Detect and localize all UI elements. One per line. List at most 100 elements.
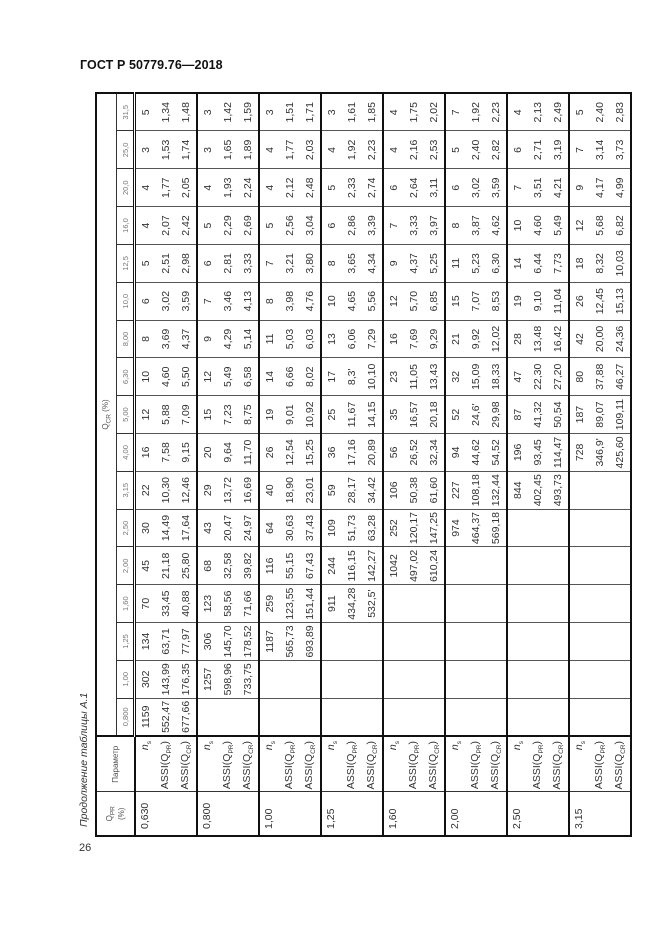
table-cell: 1,92 — [342, 131, 362, 169]
table-cell: 434,28 — [342, 584, 362, 623]
table-cell: 10 — [321, 282, 342, 321]
table-cell — [507, 660, 528, 699]
qcr-header-q: Q — [100, 423, 110, 430]
table-cell — [445, 546, 466, 585]
parameter-label-sub: CR — [372, 744, 380, 754]
table-cell: 2,64 — [404, 168, 424, 207]
table-cell: 569,18 — [486, 509, 507, 547]
table-cell: 187 — [569, 395, 590, 434]
table-cell: 24,36 — [610, 320, 631, 358]
table-cell: 93,45 — [528, 433, 548, 472]
table-row: 3,15 ns 728 187 80 42 26 18 12 9 7 5 — [569, 93, 631, 836]
table-cell: 2,42 — [176, 206, 197, 245]
table-cell — [507, 584, 528, 623]
parameter-label-sub: PR — [600, 744, 608, 754]
table-row: ASSI(QCR) 425,60 109,11 46,27 24,36 15,13 10,0… — [610, 93, 631, 836]
table-cell: 20,47 — [218, 509, 238, 547]
table-cell: 2,33 — [342, 168, 362, 207]
table-cell: 6,82 — [610, 206, 631, 245]
table-cell: 7,29 — [362, 320, 383, 358]
table-cell: 728 — [569, 433, 590, 472]
table-cell: 5 — [445, 131, 466, 169]
table-cell: 77,97 — [176, 622, 197, 661]
table-cell: 27,20 — [548, 357, 569, 396]
table-cell: 20,89 — [362, 433, 383, 472]
table-cell — [569, 509, 590, 547]
parameter-label-sub: CR — [248, 744, 256, 754]
document-header: ГОСТ Р 50779.76—2018 — [80, 58, 223, 72]
table-cell: 23,01 — [300, 471, 321, 510]
table-cell: 45 — [134, 546, 156, 585]
table-cell: 346,9' — [590, 433, 610, 472]
table-cell: 974 — [445, 509, 466, 547]
table-cell: 9,15 — [176, 433, 197, 472]
table-cell: 733,75 — [238, 660, 259, 699]
parameter-label-main: ASSI(Q — [344, 753, 357, 790]
table-cell — [321, 660, 342, 699]
table-cell: 15,25 — [300, 433, 321, 472]
table-cell: 68 — [197, 546, 218, 585]
parameter-label-close: ) — [612, 741, 625, 745]
table-cell: 9,01 — [280, 395, 300, 434]
table-cell: 58,56 — [218, 584, 238, 623]
table-cell: 6,58 — [238, 357, 259, 396]
table-cell: 2,12 — [280, 168, 300, 207]
table-cell: 302 — [134, 660, 156, 699]
qcr-column-header: 2,50 — [116, 509, 135, 547]
table-cell — [507, 509, 528, 547]
table-cell: 4 — [383, 93, 404, 131]
table-cell: 132,44 — [486, 471, 507, 510]
parameter-label-close: ) — [468, 741, 481, 745]
table-row: ASSI(QPR) 552,47 143,99 63,71 33,45 21,18 14,4… — [156, 93, 176, 836]
parameter-label: ASSI(QPR) — [466, 736, 486, 792]
table-cell: 5 — [134, 93, 156, 131]
parameter-label-sub: PR — [228, 744, 236, 754]
table-cell: 16 — [134, 433, 156, 472]
table-cell: 26 — [259, 433, 280, 472]
parameter-label-main: ASSI(Q — [488, 753, 501, 790]
qpr-header-q: Q — [104, 815, 114, 822]
table-cell: 7,73 — [548, 244, 569, 283]
table-cell: 2,03 — [300, 131, 321, 169]
table-cell: 11,70 — [238, 433, 259, 472]
header-row: QPR (%) Параметр QCR (%) — [96, 93, 135, 836]
table-cell: 123,55 — [280, 584, 300, 623]
table-cell — [383, 584, 404, 623]
qcr-column-header: 3,15 — [116, 471, 135, 510]
table-cell — [507, 546, 528, 585]
table-row: ASSI(QPR) 565,73 123,55 55,15 30,63 18,90 12,5… — [280, 93, 300, 836]
parameter-label-main: ASSI(Q — [158, 753, 171, 790]
table-cell: 13,48 — [528, 320, 548, 358]
table-cell: 2,69 — [238, 206, 259, 245]
table-cell: 47 — [507, 357, 528, 396]
table-cell: 4,29 — [218, 320, 238, 358]
table-cell: 142,27 — [362, 546, 383, 585]
parameter-label-sub: PR — [352, 744, 360, 754]
table-cell: 134 — [134, 622, 156, 661]
table-cell: 176,35 — [176, 660, 197, 699]
parameter-label-sub: s — [208, 741, 216, 745]
table-cell: 24,97 — [238, 509, 259, 547]
table-cell: 32,34 — [424, 433, 445, 472]
parameter-label: ASSI(QPR) — [280, 736, 300, 792]
table-cell: 911 — [321, 584, 342, 623]
table-cell: 2,53 — [424, 131, 445, 169]
table-cell: 108,18 — [466, 471, 486, 510]
table-cell: 70 — [134, 584, 156, 623]
table-cell: 2,16 — [404, 131, 424, 169]
table-cell: 493,73 — [548, 471, 569, 510]
parameter-label-main: ASSI(Q — [406, 753, 419, 790]
qpr-header-sub: PR — [109, 806, 117, 816]
table-cell: 3 — [134, 131, 156, 169]
table-cell: 12 — [383, 282, 404, 321]
table-cell — [321, 622, 342, 661]
table-cell: 306 — [197, 622, 218, 661]
table-cell: 40 — [259, 471, 280, 510]
table-cell — [548, 546, 569, 585]
parameter-label-main: n — [572, 744, 585, 751]
table-cell: 64 — [259, 509, 280, 547]
table-cell: 55,15 — [280, 546, 300, 585]
parameter-label: ASSI(QCR) — [424, 736, 445, 792]
parameter-label-sub: s — [518, 741, 526, 745]
table-cell: 43 — [197, 509, 218, 547]
